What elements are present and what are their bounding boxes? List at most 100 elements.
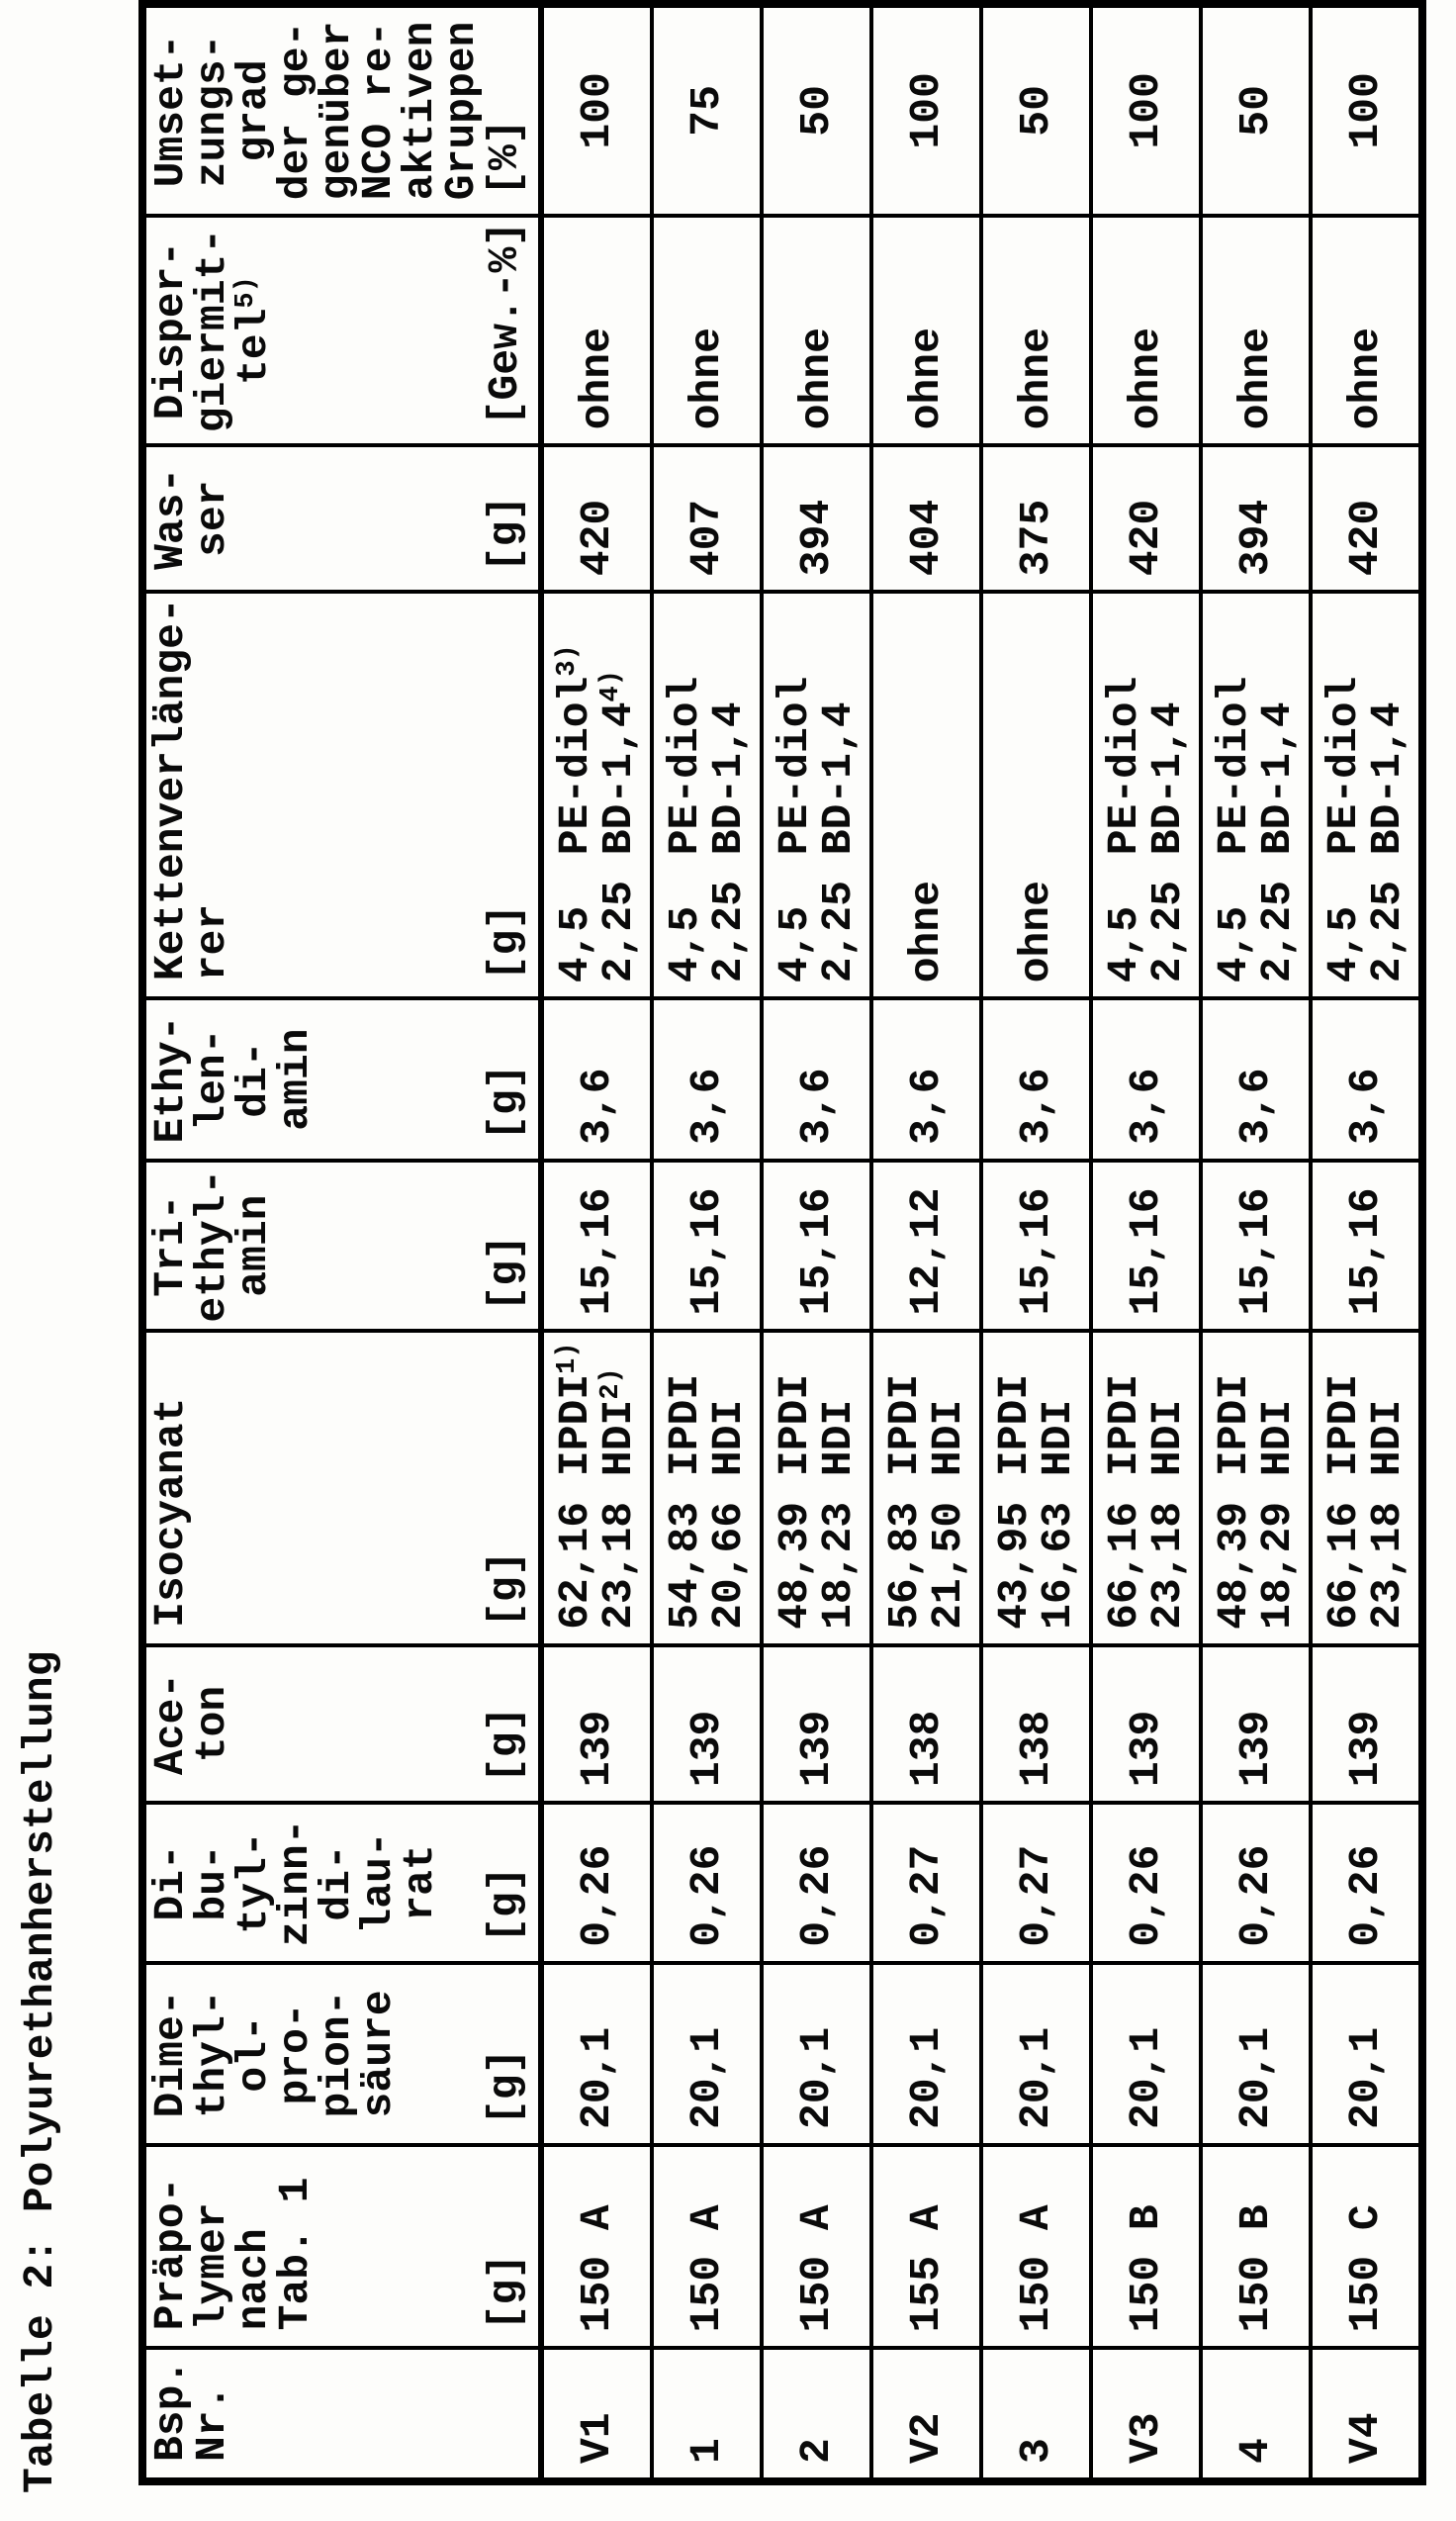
header-content: Was-ser [g]	[146, 447, 530, 590]
cell-content: 3,6	[1230, 1068, 1280, 1145]
cell-4-praepolymer: 150 B	[1201, 2145, 1311, 2349]
column-header-kettenverlaengerer: Kettenverlänge-rer [g]	[142, 592, 541, 999]
cell-4-wasser: 394	[1201, 445, 1311, 593]
cell-content: ohne	[901, 881, 951, 983]
cell-content: 3,6	[1121, 1068, 1170, 1145]
cell-2-dbtl: 0,26	[762, 1803, 871, 1963]
cell-V3-isocyanat: 66,16 IPDI 23,18 HDI	[1091, 1331, 1201, 1645]
column-header-dbtl: Di-bu-tyl-zinn-di-lau-rat [g]	[142, 1803, 541, 1963]
cell-V4-wasser: 420	[1311, 445, 1422, 593]
column-header-wasser: Was-ser [g]	[142, 445, 541, 593]
header-content: Ace-ton [g]	[146, 1647, 530, 1801]
header-content: Tri-ethyl-amin [g]	[146, 1163, 530, 1330]
cell-3-dmps: 20,1	[981, 1962, 1091, 2146]
cell-V4-triethylamin: 15,16	[1311, 1160, 1422, 1332]
cell-content: 50	[1230, 85, 1280, 137]
cell-2-kettenverlaengerer: 4,5 PE-diol 2,25 BD-1,4	[762, 592, 871, 999]
cell-content: 15,16	[791, 1187, 841, 1316]
header-content: Di-bu-tyl-zinn-di-lau-rat [g]	[146, 1805, 530, 1961]
cell-V1-wasser: 420	[541, 445, 652, 593]
cell-content: 3,6	[901, 1068, 951, 1145]
cell-content: 48,39 IPDI 18,29 HDI	[1209, 1373, 1302, 1630]
unit-label: [g]	[481, 2048, 529, 2126]
cell-content: 20,1	[1011, 2026, 1060, 2130]
cell-4-ethylendiamin: 3,6	[1201, 998, 1311, 1161]
text-fragment: 2,25 BD-1,4	[593, 701, 643, 983]
cell-V3-dbtl: 0,26	[1091, 1803, 1201, 1963]
header-label: Ethy-len-di-amin	[146, 1015, 319, 1144]
cell-content: ohne	[1121, 327, 1170, 430]
cell-V2-kettenverlaengerer: ohne	[871, 592, 981, 999]
cell-V1-ethylendiamin: 3,6	[541, 998, 652, 1161]
cell-V4-isocyanat: 66,16 IPDI 23,18 HDI	[1311, 1331, 1422, 1645]
cell-2-umsetzungsgrad: 50	[762, 4, 871, 216]
cell-4-dispergiermittel: ohne	[1201, 215, 1311, 446]
cell-content: 66,16 IPDI 23,18 HDI	[1319, 1373, 1411, 1630]
cell-content: 139	[682, 1710, 731, 1788]
unit-label: [g]	[481, 2253, 529, 2331]
text-fragment: tel	[229, 308, 278, 385]
cell-V1-dbtl: 0,26	[541, 1803, 652, 1963]
cell-V2-aceton: 138	[871, 1644, 981, 1804]
cell-V4-dbtl: 0,26	[1311, 1803, 1422, 1963]
cell-content: 4,5 PE-diol 2,25 BD-1,4	[770, 676, 863, 983]
cell-content: 420	[1340, 499, 1390, 577]
cell-V4-ethylendiamin: 3,6	[1311, 998, 1422, 1161]
superscript-ref: 4)	[595, 670, 626, 702]
cell-content: 100	[1340, 72, 1390, 149]
cell-content: 15,16	[682, 1187, 731, 1316]
cell-2-isocyanat: 48,39 IPDI 18,23 HDI	[762, 1331, 871, 1645]
cell-content: 48,39 IPDI 18,23 HDI	[770, 1373, 863, 1630]
cell-2-triethylamin: 15,16	[762, 1160, 871, 1332]
cell-content: 20,1	[791, 2026, 841, 2130]
unit-label: [g]	[481, 1064, 529, 1141]
data-table: Bsp. Nr. Präpo-lymer nach Tab. 1 [g] Dime-thyl…	[138, 0, 1426, 2485]
cell-3-isocyanat: 43,95 IPDI 16,63 HDI	[981, 1331, 1091, 1645]
cell-content: 394	[791, 499, 841, 577]
cell-content: 4,5 PE-diol3) 2,25 BD-1,44)	[551, 594, 643, 996]
cell-content: 12,12	[901, 1187, 951, 1316]
cell-content: ohne	[1230, 327, 1280, 430]
cell-3-bsp: 3	[981, 2348, 1091, 2481]
cell-content: 375	[1011, 499, 1060, 577]
cell-2-ethylendiamin: 3,6	[762, 998, 871, 1161]
table-row-V2: V2 155 A 20,1 0,27 138 56,83 IPDI 21,50 HDI 12,…	[871, 4, 981, 2481]
cell-content: 139	[1121, 1710, 1170, 1788]
header-content: Umset-zungs-grad der ge-genüber NCO re-akt…	[146, 8, 530, 214]
cell-content: 139	[1340, 1710, 1390, 1788]
cell-3-umsetzungsgrad: 50	[981, 4, 1091, 216]
column-header-isocyanat: Isocyanat [g]	[142, 1331, 541, 1645]
cell-V2-dmps: 20,1	[871, 1962, 981, 2146]
cell-V2-bsp: V2	[871, 2348, 981, 2481]
cell-content: ohne	[1340, 327, 1390, 430]
cell-1-aceton: 139	[652, 1644, 762, 1804]
superscript-ref: 3)	[552, 644, 583, 677]
header-label: Disper-giermit-tel5)	[146, 228, 278, 433]
cell-1-wasser: 407	[652, 445, 762, 593]
cell-content: ohne	[901, 327, 951, 430]
table-row-V4: V4 150 C 20,1 0,26 139 66,16 IPDI 23,18 HDI 15,…	[1311, 4, 1422, 2481]
cell-content: 0,26	[1121, 1844, 1170, 1947]
cell-content: 20,1	[1230, 2026, 1280, 2130]
superscript-ref: 1)	[552, 1342, 583, 1374]
cell-V4-dmps: 20,1	[1311, 1962, 1422, 2146]
unit-label: [g]	[481, 495, 529, 573]
cell-content: 3	[1011, 2438, 1060, 2464]
cell-V1-triethylamin: 15,16	[541, 1160, 652, 1332]
cell-content: 0,26	[1230, 1844, 1280, 1947]
cell-content: V4	[1340, 2412, 1390, 2464]
cell-V3-triethylamin: 15,16	[1091, 1160, 1201, 1332]
cell-V2-triethylamin: 12,12	[871, 1160, 981, 1332]
cell-4-dmps: 20,1	[1201, 1962, 1311, 2146]
cell-content: V2	[901, 2412, 951, 2464]
superscript-ref: 5)	[231, 276, 261, 309]
unit-label: [Gew.-%]	[481, 221, 529, 426]
cell-4-aceton: 139	[1201, 1644, 1311, 1804]
table-row-1: 1 150 A 20,1 0,26 139 54,83 IPDI 20,66 HDI 15,1…	[652, 4, 762, 2481]
cell-content: 15,16	[1230, 1187, 1280, 1316]
cell-1-isocyanat: 54,83 IPDI 20,66 HDI	[652, 1331, 762, 1645]
table-header-row: Bsp. Nr. Präpo-lymer nach Tab. 1 [g] Dime-thyl…	[142, 4, 541, 2481]
cell-content: 420	[1121, 499, 1170, 577]
